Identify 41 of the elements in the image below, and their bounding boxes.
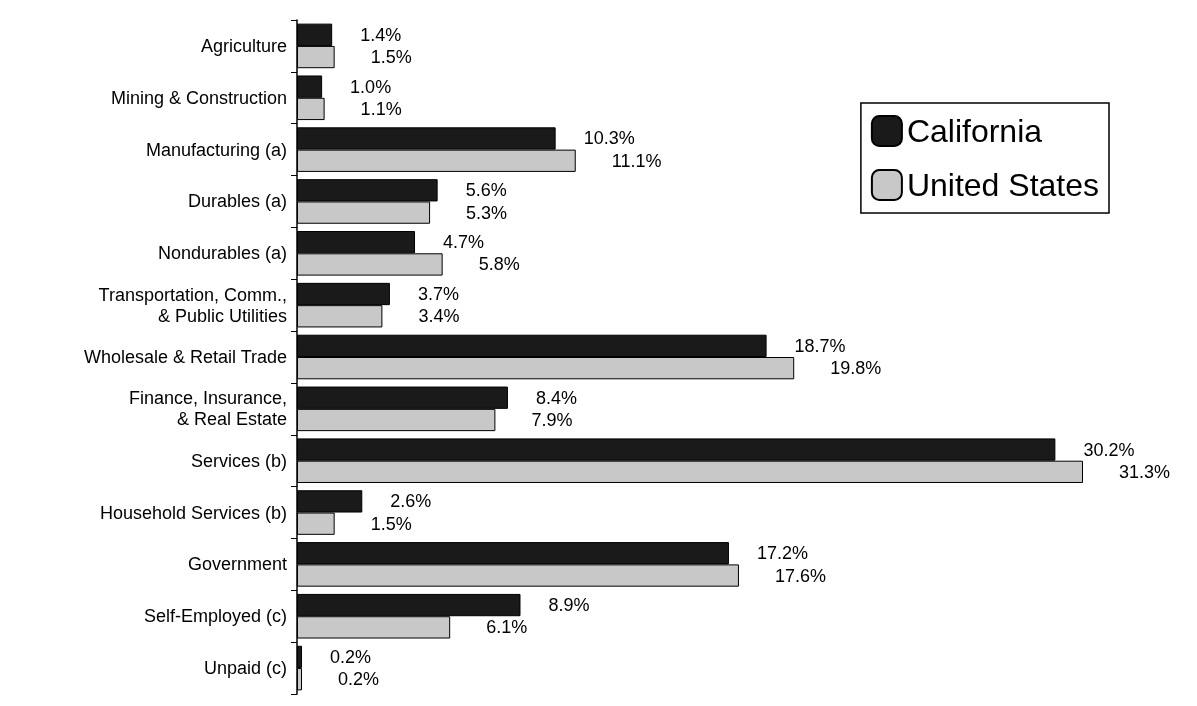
data-label: 4.7% [443, 232, 485, 253]
y-tick-label: Mining & Construction [110, 87, 287, 108]
data-label: 8.4% [535, 387, 577, 408]
data-label: 1.5% [370, 47, 412, 68]
data-label: 5.3% [466, 202, 508, 223]
data-label: 3.7% [417, 284, 459, 305]
data-label: 19.8% [830, 358, 882, 379]
y-tick-label: Manufacturing (a) [145, 139, 287, 160]
y-tick-label: Self-Employed (c) [143, 606, 287, 627]
data-label: 31.3% [1119, 461, 1171, 482]
data-label: 5.6% [465, 180, 507, 201]
data-label: 3.4% [418, 306, 460, 327]
data-label: 5.8% [478, 254, 520, 275]
data-label: 1.4% [360, 24, 402, 45]
y-tick-label: Durables (a) [187, 191, 287, 212]
y-tick-label: Government [187, 554, 287, 575]
data-label: 1.1% [360, 98, 402, 119]
data-label: 8.9% [548, 595, 590, 616]
legend-label: California [906, 113, 1043, 149]
y-tick-label: Transportation, Comm., & Public Utilities [98, 284, 287, 326]
y-tick-label: Agriculture [200, 35, 287, 56]
data-label: 10.3% [583, 128, 635, 149]
data-label: 6.1% [486, 617, 528, 638]
y-tick-label: Household Services (b) [99, 502, 287, 523]
data-label: 0.2% [330, 646, 372, 667]
data-label: 11.1% [611, 150, 662, 171]
y-tick-label: Services (b) [190, 450, 287, 471]
y-tick-label: Nondurables (a) [157, 243, 287, 264]
y-tick-label: Unpaid (c) [203, 658, 287, 679]
data-label: 0.2% [338, 669, 380, 690]
data-label: 18.7% [794, 335, 846, 356]
y-tick-label: Wholesale & Retail Trade [83, 347, 287, 367]
legend-label: United States [906, 167, 1099, 203]
data-label: 2.6% [390, 491, 432, 512]
y-tick-label: Finance, Insurance, & Real Estate [128, 388, 287, 430]
data-label: 1.0% [350, 76, 392, 97]
data-label: 30.2% [1083, 439, 1135, 460]
data-label: 17.6% [774, 565, 827, 586]
data-label: 7.9% [531, 409, 573, 430]
data-label: 1.5% [370, 513, 412, 534]
data-label: 17.2% [756, 543, 808, 564]
